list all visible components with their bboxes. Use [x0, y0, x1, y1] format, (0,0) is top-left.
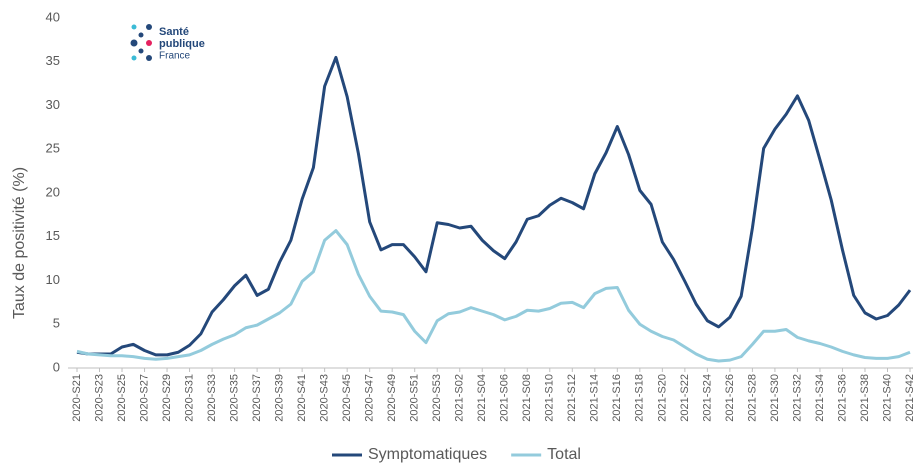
logo-text: Santé — [159, 26, 189, 38]
x-tick-label: 2021-S24 — [701, 374, 713, 422]
x-tick-label: 2021-S42 — [904, 374, 913, 422]
logo-dot — [138, 48, 144, 54]
y-axis-label: Taux de positivité (%) — [11, 167, 28, 319]
logo-dot — [131, 24, 137, 30]
x-tick-label: 2021-S12 — [566, 374, 578, 422]
x-tick-label: 2020-S31 — [183, 374, 195, 422]
y-tick-label: 15 — [46, 228, 60, 243]
x-tick-label: 2021-S30 — [769, 374, 781, 422]
y-tick-label: 40 — [46, 9, 60, 24]
x-tick-label: 2020-S21 — [71, 374, 83, 422]
x-tick-label: 2020-S47 — [364, 374, 376, 422]
series-line — [76, 55, 912, 357]
x-tick-label: 2020-S23 — [93, 374, 105, 422]
legend-label: Total — [547, 446, 581, 463]
y-tick-label: 0 — [53, 359, 60, 374]
x-tick-label: 2020-S53 — [431, 374, 443, 422]
logo-dot — [146, 55, 152, 61]
logo-dot — [138, 32, 144, 38]
x-tick-label: 2020-S43 — [319, 374, 331, 422]
logo-text: publique — [159, 38, 205, 50]
x-tick-label: 2020-S45 — [341, 374, 353, 422]
x-tick-label: 2020-S29 — [161, 374, 173, 422]
logo-dot — [130, 39, 138, 47]
x-tick-label: 2021-S38 — [859, 374, 871, 422]
x-tick-label: 2020-S35 — [229, 374, 241, 422]
logo-dot — [131, 55, 137, 61]
logo: Santé publique France — [130, 24, 205, 62]
x-tick-label: 2021-S16 — [611, 374, 623, 422]
x-tick-label: 2021-S26 — [724, 374, 736, 422]
x-tick-label: 2020-S51 — [409, 374, 421, 422]
x-tick-label: 2021-S36 — [836, 374, 848, 422]
y-tick-label: 25 — [46, 141, 60, 156]
x-tick-label: 2020-S25 — [116, 374, 128, 422]
logo-dot — [146, 24, 152, 30]
x-tick-label: 2021-S34 — [814, 374, 826, 422]
x-tick-label: 2020-S27 — [138, 374, 150, 422]
x-tick-label: 2021-S20 — [656, 374, 668, 422]
x-tick-label: 2020-S49 — [386, 374, 398, 422]
x-tick-label: 2021-S02 — [454, 374, 466, 422]
logo-dot — [146, 40, 152, 46]
logo-text: France — [159, 51, 191, 62]
x-tick-label: 2020-S39 — [274, 374, 286, 422]
series-line — [76, 229, 911, 363]
x-tick-label: 2021-S06 — [499, 374, 511, 422]
y-tick-label: 10 — [46, 272, 60, 287]
x-tick-label: 2021-S18 — [634, 374, 646, 422]
x-tick-label: 2021-S40 — [881, 374, 893, 422]
x-tick-label: 2021-S22 — [679, 374, 691, 422]
y-tick-label: 30 — [46, 97, 60, 112]
legend-label: Symptomatiques — [368, 446, 487, 463]
x-tick-label: 2021-S04 — [476, 374, 488, 422]
y-tick-label: 5 — [53, 316, 60, 331]
x-tick-label: 2020-S37 — [251, 374, 263, 422]
x-tick-label: 2021-S10 — [544, 374, 556, 422]
x-tick-label: 2021-S08 — [521, 374, 533, 422]
x-tick-label: 2020-S41 — [296, 374, 308, 422]
x-tick-label: 2021-S28 — [746, 374, 758, 422]
x-tick-label: 2021-S32 — [791, 374, 803, 422]
x-tick-label: 2020-S33 — [206, 374, 218, 422]
y-tick-label: 35 — [46, 53, 60, 68]
y-tick-label: 20 — [46, 184, 60, 199]
x-tick-label: 2021-S14 — [589, 374, 601, 422]
